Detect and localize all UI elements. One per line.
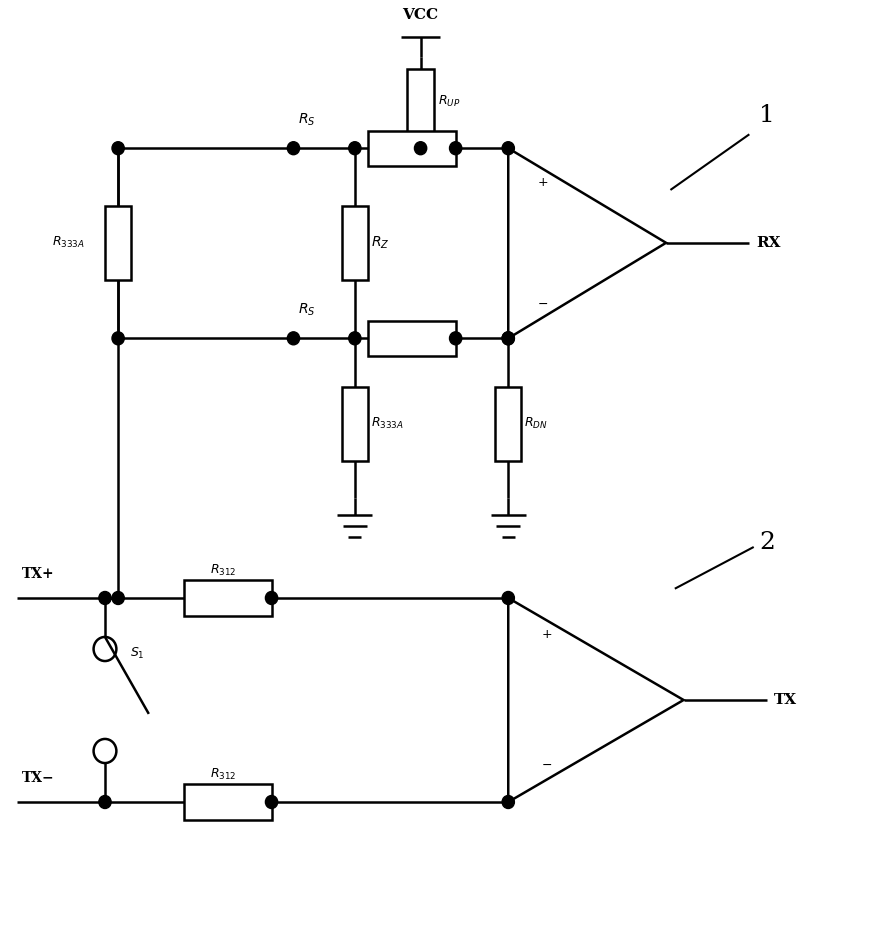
Text: −: − [538, 298, 548, 311]
Text: TX: TX [773, 693, 797, 707]
Circle shape [99, 796, 112, 809]
Text: $R_Z$: $R_Z$ [371, 235, 389, 251]
Text: $R_{312}$: $R_{312}$ [210, 767, 236, 782]
Text: $R_S$: $R_S$ [298, 111, 315, 128]
Text: $R_{333A}$: $R_{333A}$ [371, 417, 404, 431]
Bar [495, 387, 521, 461]
Bar [342, 206, 368, 280]
Text: +: + [542, 628, 552, 641]
Circle shape [502, 141, 514, 154]
Bar [184, 580, 272, 616]
Bar [105, 206, 131, 280]
Circle shape [502, 796, 514, 809]
Text: $R_{312}$: $R_{312}$ [210, 563, 236, 578]
Text: TX+: TX+ [22, 567, 54, 581]
Circle shape [266, 796, 278, 809]
Text: 1: 1 [759, 104, 774, 127]
Circle shape [112, 141, 124, 154]
Text: $S_1$: $S_1$ [129, 646, 144, 661]
Circle shape [99, 592, 112, 605]
Bar [342, 387, 368, 461]
Circle shape [112, 592, 124, 605]
Circle shape [288, 332, 300, 344]
Text: $R_{UP}$: $R_{UP}$ [438, 95, 460, 110]
Circle shape [502, 332, 514, 344]
Circle shape [450, 141, 462, 154]
Text: RX: RX [757, 236, 781, 250]
Text: 2: 2 [759, 531, 774, 554]
Text: VCC: VCC [403, 8, 439, 22]
Text: $R_{DN}$: $R_{DN}$ [524, 417, 548, 431]
Bar [407, 69, 434, 134]
Bar [368, 131, 456, 166]
Text: TX−: TX− [22, 771, 54, 785]
Bar [368, 321, 456, 356]
Bar [184, 784, 272, 820]
Circle shape [288, 141, 300, 154]
Text: −: − [542, 759, 552, 772]
Circle shape [502, 332, 514, 344]
Circle shape [112, 332, 124, 344]
Circle shape [502, 592, 514, 605]
Circle shape [349, 332, 361, 344]
Circle shape [450, 332, 462, 344]
Text: $R_S$: $R_S$ [298, 301, 315, 318]
Text: +: + [538, 176, 549, 189]
Circle shape [349, 141, 361, 154]
Circle shape [266, 592, 278, 605]
Circle shape [414, 141, 427, 154]
Text: $R_{333A}$: $R_{333A}$ [52, 235, 85, 250]
